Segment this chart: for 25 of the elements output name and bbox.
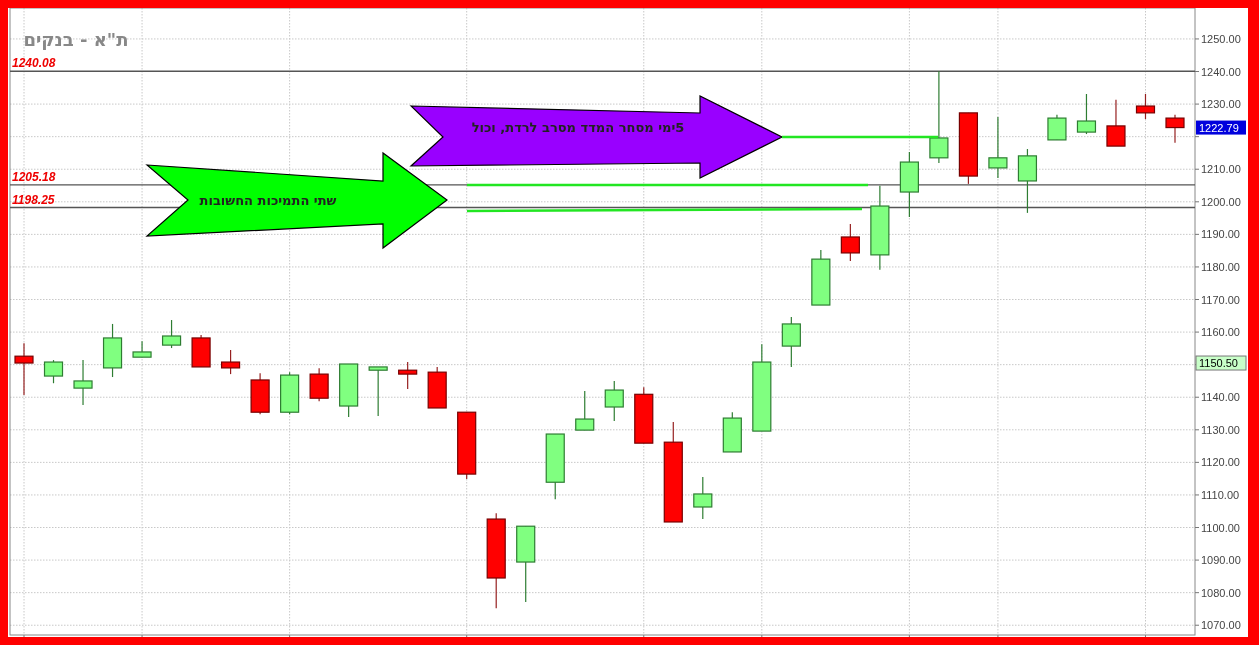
y-tick-label: 1080.00 [1201,586,1241,599]
y-tick-label: 1100.00 [1201,521,1240,534]
y-tick-label: 1210.00 [1201,163,1241,176]
y-tick-label: 1190.00 [1201,228,1240,241]
y-tick-label: 1140.00 [1201,391,1240,404]
y-tick-label: 1130.00 [1201,423,1240,436]
text: 1150.50 [1199,357,1238,370]
y-tick-label: 1240.00 [1201,65,1241,78]
ref-line-label: 1240.08 [12,56,56,71]
ref-line-label: 1198.25 [12,192,55,207]
y-tick-label: 1170.00 [1201,293,1240,306]
ref-line-label: 1205.18 [12,169,56,184]
y-tick-label: 1090.00 [1201,554,1241,567]
y-tick-label: 1110.00 [1201,488,1240,501]
text: ת"א - בנקים [23,29,129,50]
y-tick-label: 1200.00 [1201,195,1241,208]
y-tick-label: 1160.00 [1201,326,1240,339]
y-tick-label: 1230.00 [1201,98,1241,111]
y-tick-label: 1120.00 [1201,456,1240,469]
text: 1222.79 [1199,121,1239,134]
annotation: שתי התמיכות החשובות [199,193,337,208]
y-tick-label: 1070.00 [1201,619,1241,632]
y-tick-label: 1250.00 [1201,32,1241,45]
annotation: 5ימי מסחר המדד מסרב לרדת, וכול [471,120,685,135]
y-tick-label: 1180.00 [1201,260,1240,273]
